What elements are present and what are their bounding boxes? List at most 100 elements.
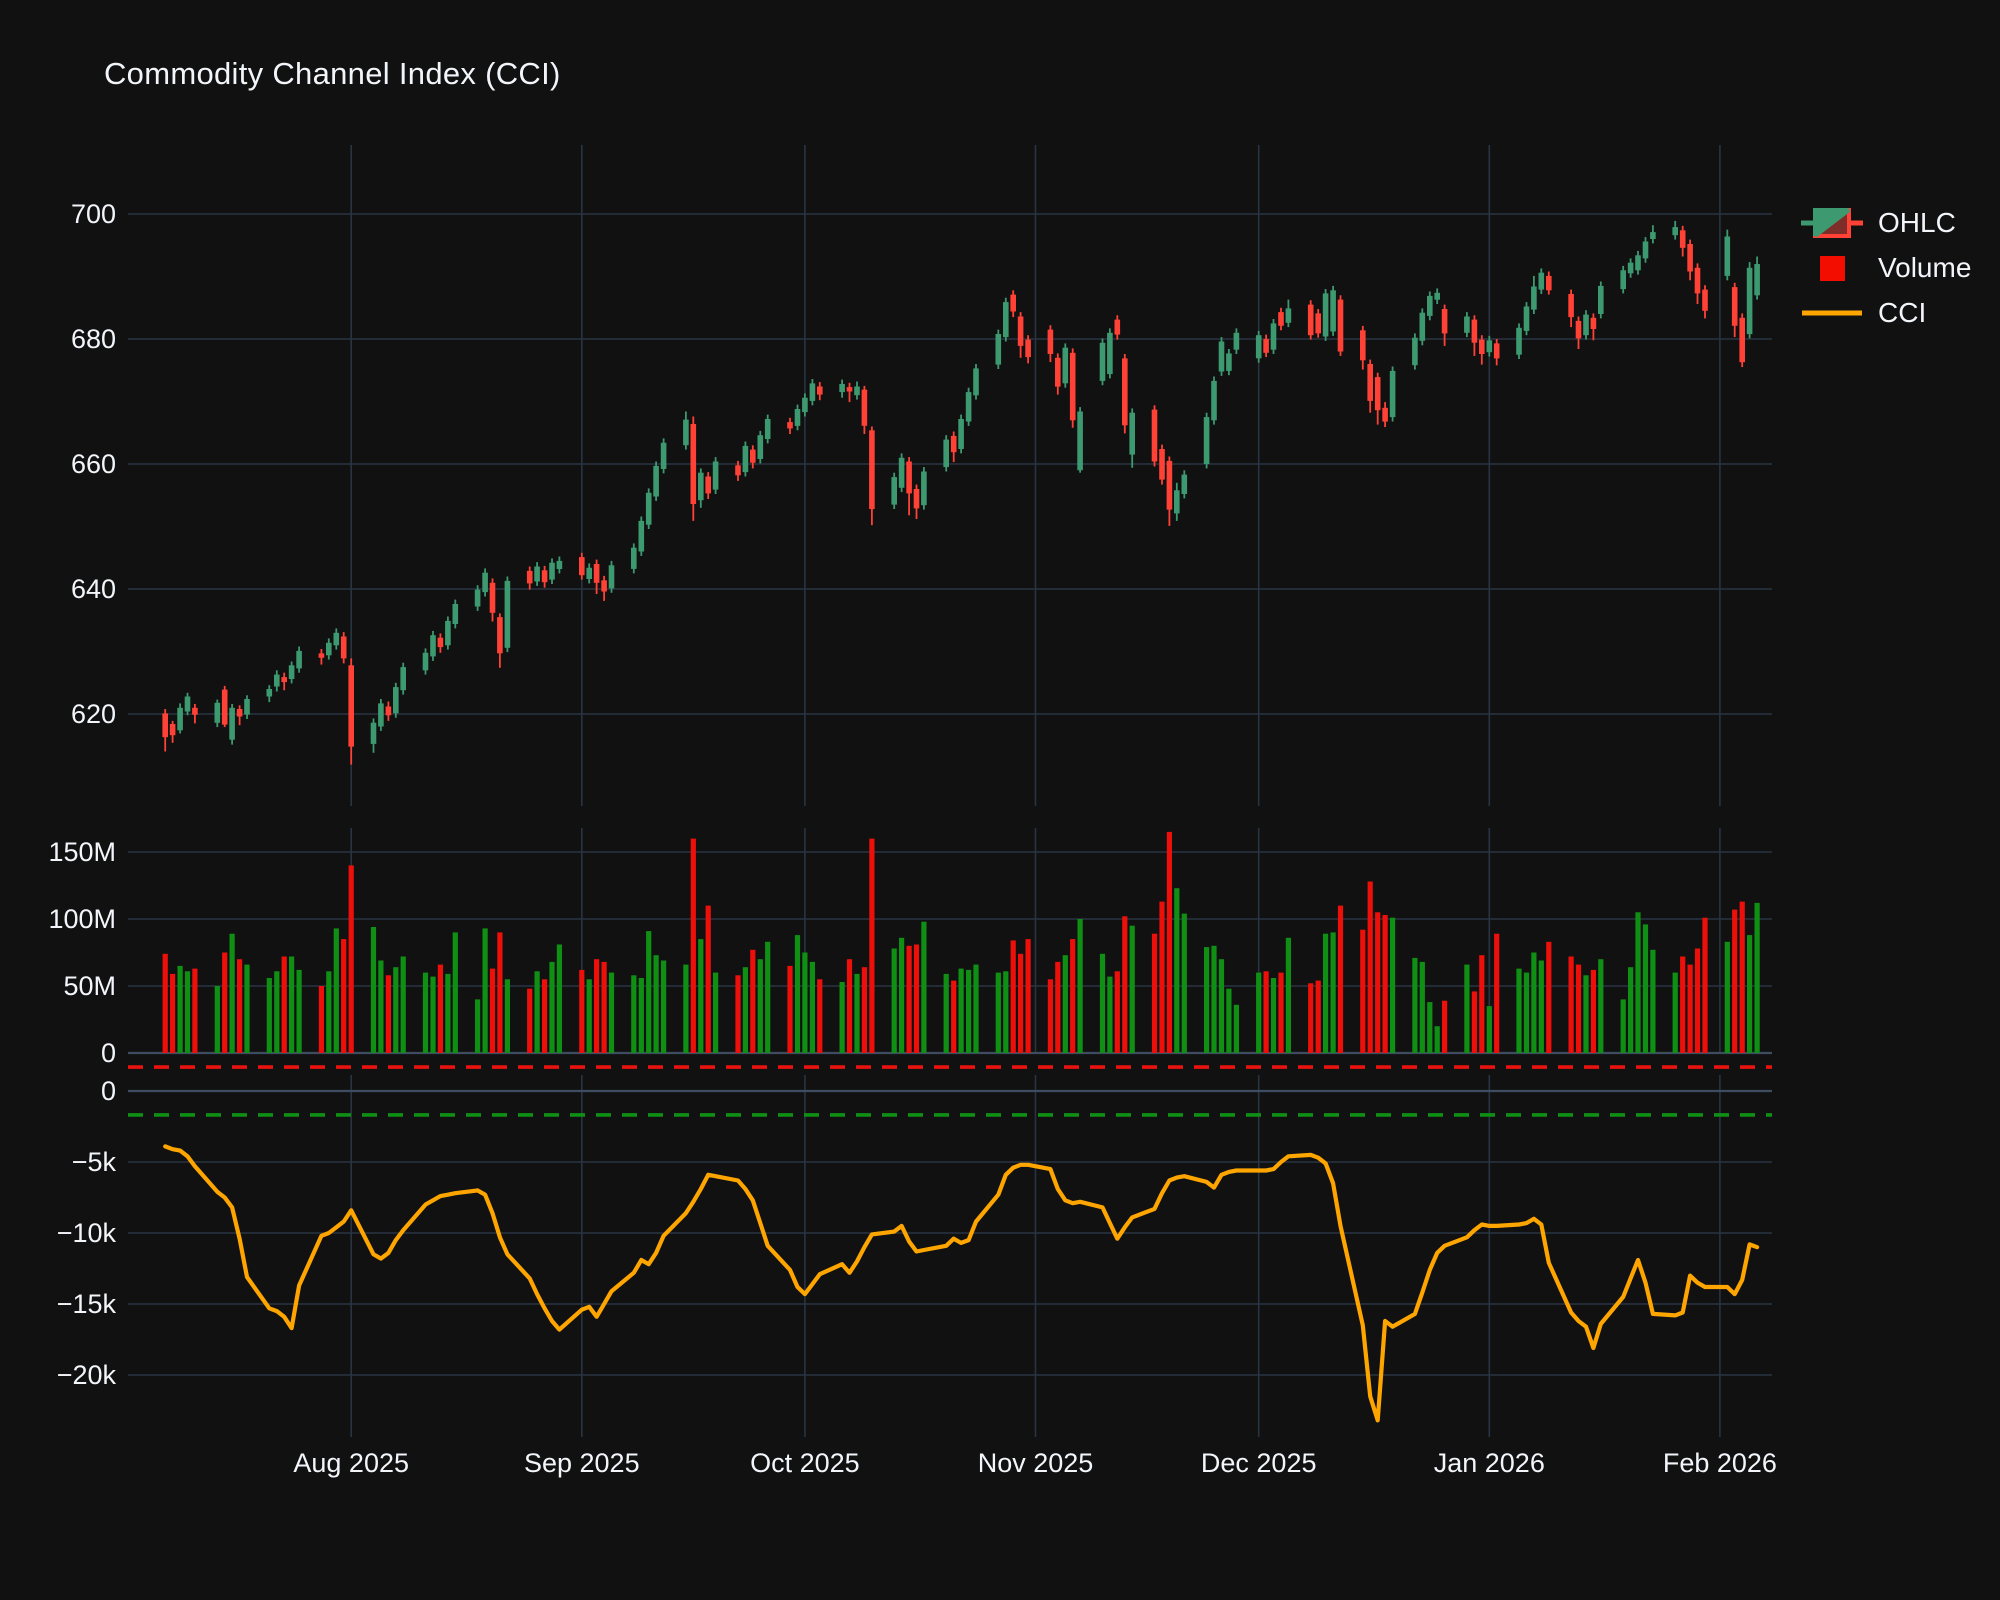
volume-bar [1583, 975, 1589, 1053]
candle-body [184, 696, 191, 712]
candle-body [378, 703, 384, 727]
volume-bar [1568, 956, 1574, 1053]
legend-item-ohlc[interactable]: OHLC [1800, 206, 1971, 240]
volume-bar [1523, 972, 1530, 1053]
candle-body [556, 560, 563, 569]
candle-body [1382, 407, 1388, 422]
candle-body [1003, 302, 1009, 338]
candle-body [973, 368, 979, 396]
candle-body [631, 547, 637, 569]
candle-body [192, 707, 198, 715]
candle-body [266, 689, 273, 697]
volume-bar [631, 975, 637, 1053]
candle-body [1650, 232, 1656, 239]
volume-bar [943, 973, 949, 1053]
candle-body [1523, 306, 1530, 331]
volume-bar [1546, 941, 1552, 1053]
volume-bar [802, 952, 808, 1053]
volume-bar [504, 979, 510, 1053]
y-tick-label: 700 [71, 199, 116, 229]
candle-body [869, 430, 875, 510]
candle-body [1434, 292, 1440, 300]
volume-bar [1516, 968, 1522, 1053]
candle-body [1114, 319, 1121, 335]
volume-bar [1739, 901, 1745, 1053]
candle-body [698, 472, 704, 501]
volume-bar [1129, 925, 1135, 1053]
volume-bar [608, 972, 615, 1053]
legend-item-cci[interactable]: CCI [1800, 296, 1971, 330]
volume-bar [1270, 978, 1277, 1053]
y-tick-label: −5k [72, 1147, 117, 1177]
candle-body [638, 520, 645, 552]
candle-body [861, 389, 868, 426]
volume-bar [1315, 980, 1321, 1053]
ohlc-series[interactable] [162, 220, 1760, 765]
candle-body [1337, 299, 1344, 352]
volume-bar [1114, 971, 1120, 1053]
candle-body [489, 582, 496, 613]
candle-body [1107, 332, 1113, 375]
volume-bar [222, 952, 228, 1053]
volume-bar [846, 959, 853, 1053]
y-tick-label: 640 [71, 574, 116, 604]
candle-body [370, 722, 377, 744]
y-tick-label: 680 [71, 324, 116, 354]
volume-bar [1754, 902, 1760, 1053]
candle-body [430, 635, 436, 657]
volume-bar [653, 955, 659, 1053]
candle-body [839, 384, 845, 393]
volume-bar [1367, 881, 1373, 1053]
candle-body [787, 422, 793, 429]
y-tick-label: 50M [63, 971, 116, 1001]
candle-body [1672, 227, 1678, 236]
candle-body [1724, 236, 1731, 276]
volume-bar [586, 979, 592, 1053]
volume-bar [370, 927, 377, 1053]
volume-bar [1628, 967, 1634, 1053]
volume-bar [646, 931, 652, 1053]
candle-body [690, 424, 697, 504]
candle-body [1687, 244, 1693, 272]
candle-body [764, 419, 771, 439]
volume-bar [1211, 945, 1217, 1053]
volume-bar [1471, 991, 1477, 1053]
volume-bar [1308, 983, 1314, 1053]
y-tick-label: −15k [57, 1289, 117, 1319]
candle-body [526, 570, 533, 584]
volume-bar [1390, 917, 1396, 1053]
volume-bar [1062, 955, 1068, 1053]
volume-bar [1494, 933, 1500, 1053]
volume-bar [690, 838, 696, 1053]
candle-body [288, 665, 295, 679]
y-tick-label: −20k [57, 1360, 117, 1390]
volume-bar [683, 964, 689, 1053]
candle-body [1627, 262, 1634, 274]
candle-body [1122, 358, 1128, 426]
volume-bar [1427, 1002, 1433, 1053]
volume-bar [1486, 1006, 1492, 1053]
y-tick-label: 660 [71, 449, 116, 479]
candle-body [757, 435, 764, 459]
volume-series[interactable] [162, 831, 1760, 1053]
volume-bar [1122, 916, 1128, 1053]
volume-bar [162, 953, 168, 1053]
volume-bar [556, 944, 562, 1053]
candle-body [318, 653, 325, 658]
cci-series[interactable] [163, 1144, 1760, 1423]
volume-bar [266, 978, 272, 1053]
volume-bar [326, 971, 332, 1053]
volume-bar [1479, 955, 1485, 1053]
legend-label-ohlc: OHLC [1878, 207, 1956, 238]
volume-bar [341, 939, 347, 1053]
legend-label-volume: Volume [1878, 252, 1972, 283]
candle-body [348, 665, 354, 747]
legend-item-volume[interactable]: Volume [1800, 251, 1971, 285]
volume-bar [1330, 932, 1336, 1053]
candle-body [1427, 295, 1433, 316]
candle-body [705, 476, 711, 494]
volume-bar [817, 979, 823, 1053]
candle-body [1285, 308, 1292, 323]
candle-body [913, 489, 920, 509]
